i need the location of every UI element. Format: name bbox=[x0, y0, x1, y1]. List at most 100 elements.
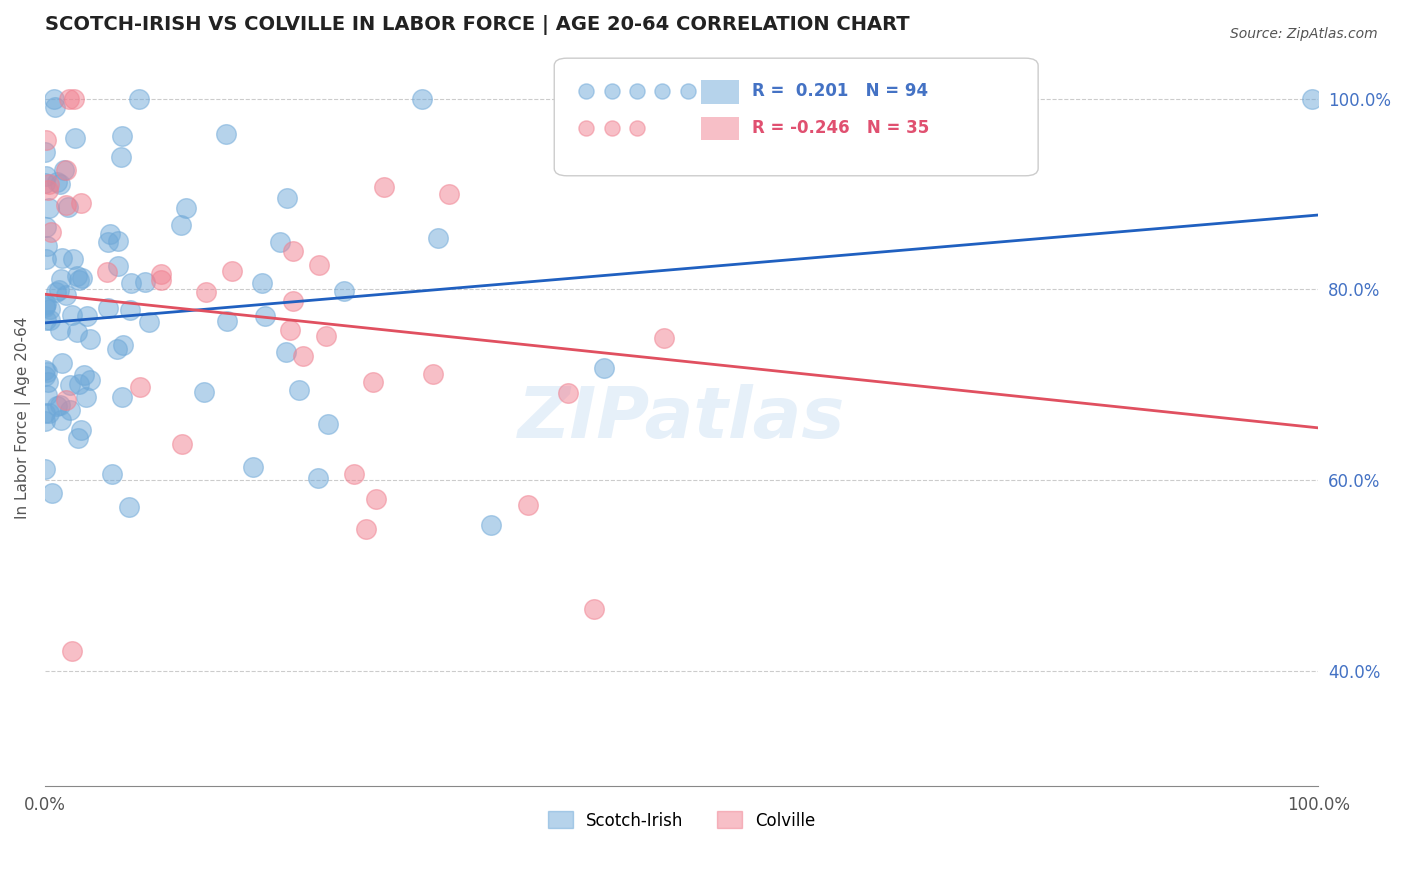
Point bbox=[308, 258, 330, 272]
Point bbox=[215, 127, 238, 141]
Point bbox=[651, 144, 673, 158]
Point bbox=[118, 500, 141, 515]
Point bbox=[51, 251, 73, 265]
Point bbox=[34, 176, 56, 190]
FancyBboxPatch shape bbox=[554, 58, 1038, 176]
Point bbox=[70, 423, 93, 437]
Point bbox=[35, 365, 58, 379]
Point bbox=[676, 144, 699, 158]
Point bbox=[67, 273, 90, 287]
Point bbox=[170, 437, 193, 451]
Point bbox=[96, 265, 118, 279]
Point bbox=[58, 200, 80, 214]
Point bbox=[97, 235, 120, 249]
Point bbox=[34, 462, 56, 476]
Point bbox=[51, 271, 73, 285]
Point bbox=[100, 467, 122, 481]
Point bbox=[422, 367, 444, 381]
Point bbox=[129, 379, 152, 393]
Point bbox=[70, 271, 93, 285]
Point bbox=[70, 195, 93, 210]
Point bbox=[411, 91, 433, 105]
Point bbox=[79, 332, 101, 346]
Point bbox=[49, 412, 72, 426]
Point bbox=[107, 259, 129, 273]
Point bbox=[37, 376, 59, 390]
Point bbox=[600, 192, 623, 206]
Point bbox=[111, 391, 134, 405]
Point bbox=[110, 150, 132, 164]
Point bbox=[49, 323, 72, 337]
Point bbox=[107, 342, 129, 356]
Point bbox=[138, 315, 160, 329]
Point bbox=[63, 131, 86, 145]
Text: SCOTCH-IRISH VS COLVILLE IN LABOR FORCE | AGE 20-64 CORRELATION CHART: SCOTCH-IRISH VS COLVILLE IN LABOR FORCE … bbox=[45, 15, 910, 35]
Point bbox=[60, 308, 83, 322]
Point bbox=[174, 201, 197, 215]
Point bbox=[34, 362, 56, 376]
Point bbox=[582, 601, 605, 615]
Point bbox=[128, 91, 150, 105]
Point bbox=[34, 297, 56, 311]
Point bbox=[34, 414, 56, 428]
Point bbox=[39, 225, 62, 239]
Point bbox=[568, 155, 591, 169]
Point bbox=[59, 403, 82, 417]
Point bbox=[60, 644, 83, 658]
Point bbox=[366, 491, 388, 506]
Point bbox=[98, 227, 121, 241]
Point bbox=[73, 368, 96, 382]
Point bbox=[41, 486, 63, 500]
Text: R = -0.246   N = 35: R = -0.246 N = 35 bbox=[752, 119, 929, 137]
Point bbox=[652, 331, 675, 345]
Point bbox=[59, 377, 82, 392]
Point bbox=[34, 145, 56, 159]
Point bbox=[516, 499, 538, 513]
Point bbox=[55, 288, 77, 302]
Point bbox=[35, 169, 58, 184]
Point bbox=[307, 471, 329, 485]
Point bbox=[283, 293, 305, 308]
Point bbox=[215, 314, 238, 328]
Point bbox=[55, 163, 77, 178]
Point bbox=[39, 301, 62, 316]
Point bbox=[626, 144, 648, 158]
Text: ZIPatlas: ZIPatlas bbox=[517, 384, 845, 453]
Point bbox=[112, 337, 135, 351]
Point bbox=[42, 91, 65, 105]
Point bbox=[1301, 91, 1323, 105]
Point bbox=[55, 392, 77, 407]
Point bbox=[291, 349, 314, 363]
Y-axis label: In Labor Force | Age 20-64: In Labor Force | Age 20-64 bbox=[15, 318, 31, 519]
Point bbox=[97, 301, 120, 315]
Point bbox=[55, 198, 77, 212]
Point bbox=[37, 388, 59, 402]
Point bbox=[253, 310, 276, 324]
Point bbox=[67, 431, 90, 445]
Point bbox=[38, 201, 60, 215]
Point bbox=[134, 275, 156, 289]
Point bbox=[111, 129, 134, 144]
Legend: Scotch-Irish, Colville: Scotch-Irish, Colville bbox=[541, 805, 823, 836]
Point bbox=[34, 369, 56, 384]
Point bbox=[45, 285, 67, 299]
Point bbox=[52, 163, 75, 178]
Point bbox=[34, 133, 56, 147]
Point bbox=[35, 252, 58, 266]
Point bbox=[35, 313, 58, 327]
Point bbox=[575, 144, 598, 158]
Point bbox=[278, 323, 301, 337]
Point bbox=[37, 239, 59, 253]
Point bbox=[288, 383, 311, 397]
Point bbox=[479, 517, 502, 532]
Point bbox=[75, 390, 97, 404]
Point bbox=[575, 192, 598, 206]
Point bbox=[37, 183, 59, 197]
Point bbox=[46, 175, 69, 189]
Point bbox=[51, 356, 73, 370]
Point bbox=[38, 178, 60, 192]
Text: Source: ZipAtlas.com: Source: ZipAtlas.com bbox=[1230, 27, 1378, 41]
Point bbox=[34, 298, 56, 312]
Point bbox=[44, 100, 66, 114]
Point bbox=[626, 192, 648, 206]
